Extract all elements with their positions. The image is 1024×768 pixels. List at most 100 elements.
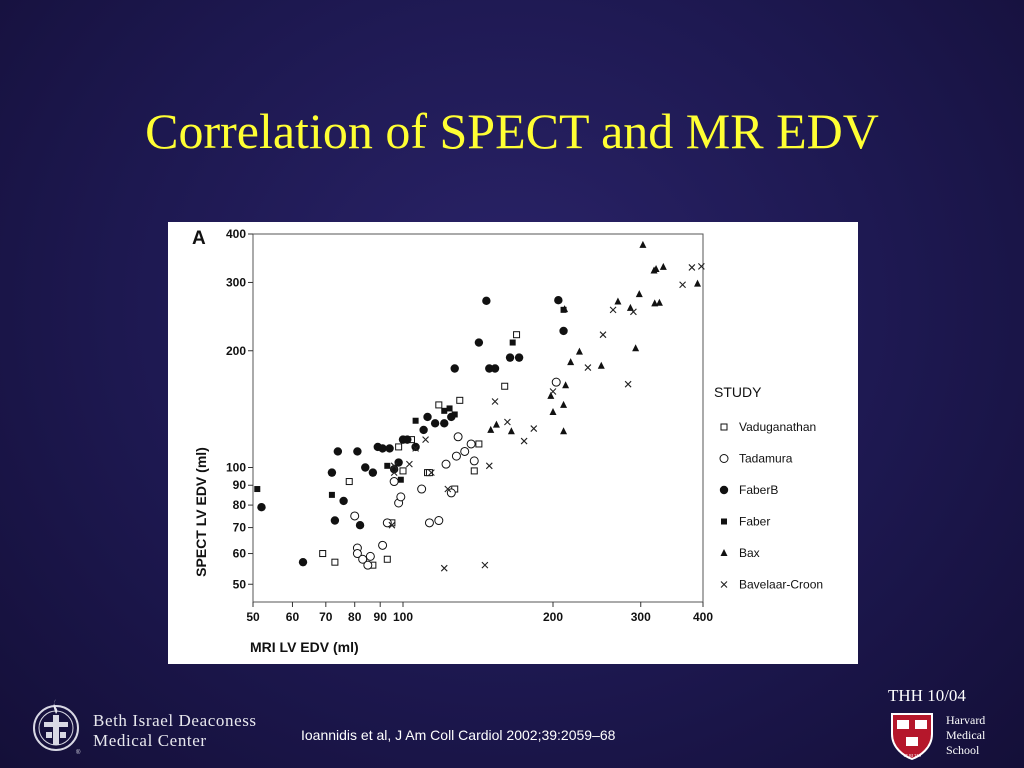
data-point xyxy=(390,469,398,477)
y-tick-label: 100 xyxy=(226,461,246,475)
data-point xyxy=(597,361,605,369)
data-point xyxy=(257,503,266,512)
data-point xyxy=(339,496,348,506)
data-point xyxy=(350,511,360,521)
data-point xyxy=(328,491,335,498)
data-point xyxy=(549,388,557,395)
data-point xyxy=(562,381,570,389)
hms-line1: Harvard xyxy=(946,713,986,727)
legend-marker xyxy=(720,549,728,556)
bidmc-seal-icon: ® xyxy=(33,699,81,756)
y-tick-label: 60 xyxy=(233,547,247,561)
data-point xyxy=(330,516,340,525)
legend-label: Bavelaar-Croon xyxy=(739,578,823,592)
x-tick-label: 400 xyxy=(693,610,713,624)
data-point xyxy=(561,305,569,313)
data-point xyxy=(298,557,308,567)
data-point xyxy=(419,425,428,435)
data-point xyxy=(475,440,483,448)
legend-marker xyxy=(719,485,729,495)
legend-label: Bax xyxy=(739,546,760,560)
data-point xyxy=(331,558,339,566)
x-tick-label: 80 xyxy=(348,610,362,624)
data-point xyxy=(554,296,563,305)
data-point xyxy=(697,263,705,270)
x-tick-label: 90 xyxy=(374,610,388,624)
legend-label: Vaduganathan xyxy=(739,420,816,434)
data-point xyxy=(481,561,489,569)
plot-frame xyxy=(252,233,704,603)
data-point xyxy=(390,462,398,470)
data-point xyxy=(345,478,353,486)
footer-tag: THH 10/04 xyxy=(888,686,966,705)
data-point xyxy=(352,549,362,559)
slide-title: Correlation of SPECT and MR EDV xyxy=(145,103,879,159)
data-point xyxy=(560,400,568,408)
y-axis-label: SPECT LV EDV (ml) xyxy=(193,447,209,577)
data-point xyxy=(333,447,343,456)
data-point xyxy=(520,437,528,445)
legend-marker xyxy=(721,518,727,525)
data-point xyxy=(435,401,443,409)
data-point xyxy=(688,264,696,271)
data-point xyxy=(609,306,617,314)
data-point xyxy=(423,412,432,422)
data-point xyxy=(355,520,365,530)
data-point xyxy=(434,516,444,526)
data-point xyxy=(485,462,493,470)
data-point xyxy=(430,419,440,428)
data-point xyxy=(470,467,478,475)
data-point xyxy=(441,407,448,414)
data-point xyxy=(491,398,499,405)
x-tick-label: 60 xyxy=(286,610,300,624)
data-point xyxy=(626,303,634,311)
data-point xyxy=(547,391,555,399)
y-tick-label: 50 xyxy=(233,577,247,591)
data-point xyxy=(403,435,412,444)
data-point xyxy=(319,550,327,558)
data-point xyxy=(466,439,476,449)
legend-label: Faber xyxy=(739,515,770,529)
data-point xyxy=(411,442,420,452)
data-point xyxy=(501,382,509,390)
data-point xyxy=(254,486,261,493)
data-point xyxy=(353,447,362,456)
data-point xyxy=(490,364,500,373)
x-axis-label: MRI LV EDV (ml) xyxy=(250,639,359,655)
y-tick-label: 400 xyxy=(226,227,246,241)
harvard-shield-icon: VE RI TAS xyxy=(891,713,933,760)
data-point xyxy=(378,444,387,453)
data-point xyxy=(560,427,568,435)
data-point xyxy=(584,364,592,371)
y-tick-label: 80 xyxy=(233,498,247,512)
data-point xyxy=(361,463,370,472)
y-tick-label: 70 xyxy=(233,521,247,535)
data-point xyxy=(639,240,647,248)
data-point xyxy=(507,427,515,435)
legend-title: STUDY xyxy=(714,384,762,400)
bidmc-name-line1: Beth Israel Deaconess xyxy=(93,711,257,730)
data-point xyxy=(655,298,663,306)
data-point xyxy=(509,339,516,346)
data-point xyxy=(327,468,337,477)
data-point xyxy=(397,476,404,483)
data-point xyxy=(444,485,452,493)
hms-name: Harvard Medical School xyxy=(946,713,985,758)
data-point xyxy=(425,469,433,477)
data-point xyxy=(365,551,375,561)
legend-marker xyxy=(720,423,728,431)
data-point xyxy=(394,458,403,467)
data-point xyxy=(679,281,686,289)
data-point xyxy=(456,396,464,404)
data-point xyxy=(383,555,391,563)
data-point xyxy=(368,468,378,477)
svg-text:VE RI TAS: VE RI TAS xyxy=(903,753,922,758)
data-point xyxy=(575,347,583,355)
data-point xyxy=(412,445,419,452)
data-point xyxy=(385,444,394,453)
legend-label: FaberB xyxy=(739,483,778,497)
citation: Ioannidis et al, J Am Coll Cardiol 2002;… xyxy=(301,727,616,743)
scatter-chart: 50 60 70 80 90 100 200 300 400 50 60 70 80 90 100 200 30… xyxy=(192,227,823,655)
legend-marker xyxy=(719,454,729,463)
data-point xyxy=(382,518,392,528)
